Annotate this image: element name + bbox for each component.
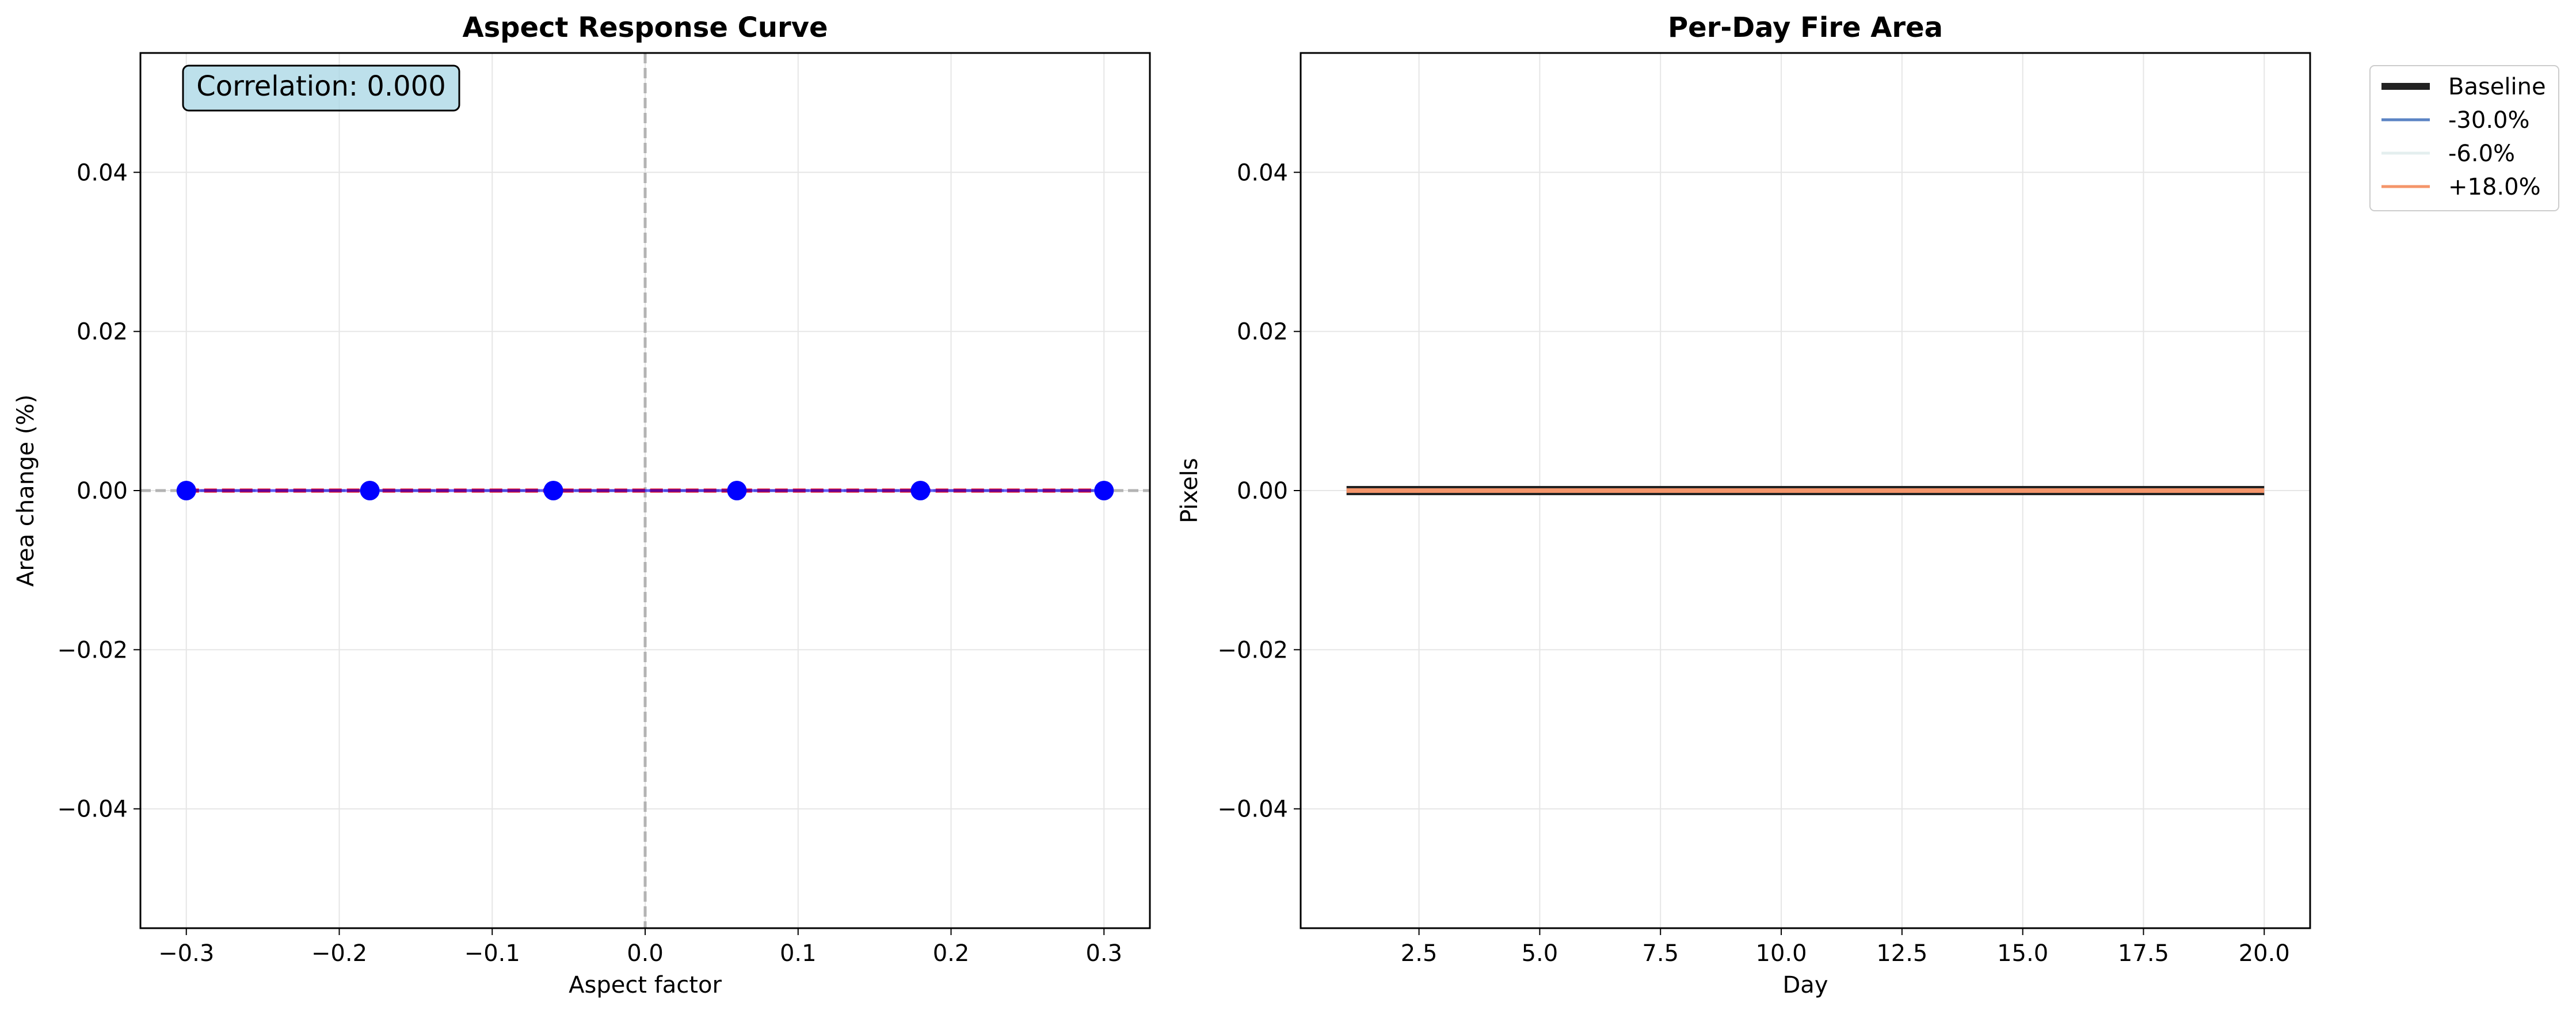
legend-label: -30.0% <box>2448 107 2530 134</box>
data-point <box>176 481 196 500</box>
x-tick-label: 10.0 <box>1756 940 1807 967</box>
legend-label: Baseline <box>2448 74 2546 100</box>
x-tick-label: 0.1 <box>780 940 817 967</box>
y-tick-label: 0.04 <box>1237 159 1288 186</box>
x-tick-label: −0.1 <box>464 940 520 967</box>
data-point <box>1094 481 1114 500</box>
correlation-annotation-box <box>182 64 460 112</box>
legend-label: -6.0% <box>2448 140 2515 167</box>
per-day-fire-area-panel: 2.5 5.0 7.5 10.0 12.5 15.0 17.5 20.0 −0.04 −0.02 0… <box>1176 12 2311 998</box>
data-point <box>910 481 931 500</box>
y-tick-label: −0.02 <box>1217 637 1288 663</box>
y-tick-label: −0.04 <box>1217 796 1288 823</box>
correlation-annotation: Correlation: 0.000 <box>196 70 446 102</box>
data-point <box>543 481 563 500</box>
x-tick-label: −0.3 <box>158 940 214 967</box>
y-tick-label: 0.02 <box>1237 319 1288 345</box>
x-tick-label: 5.0 <box>1522 940 1558 967</box>
x-tick-label: 7.5 <box>1642 940 1679 967</box>
plot-frame <box>1300 52 2311 929</box>
legend-frame <box>2369 65 2559 211</box>
y-tick-label: 0.00 <box>1237 478 1288 504</box>
y-tick-label: 0.00 <box>77 478 128 504</box>
y-axis-label: Area change (%) <box>13 394 39 587</box>
x-axis-label: Aspect factor <box>569 972 722 998</box>
x-tick-label: 0.3 <box>1085 940 1122 967</box>
aspect-response-panel: −0.3 −0.2 −0.1 0.0 0.1 0.2 0.3 −0.04 −0.02 0.00 0.… <box>13 12 1151 998</box>
y-tick-label: −0.02 <box>57 637 128 663</box>
x-tick-label: 0.0 <box>627 940 664 967</box>
y-axis-label: Pixels <box>1176 458 1203 523</box>
legend: Baseline -30.0% -6.0% +18.0% <box>2369 65 2559 211</box>
legend-label: +18.0% <box>2448 174 2541 200</box>
x-tick-label: 2.5 <box>1401 940 1438 967</box>
x-tick-label: 20.0 <box>2239 940 2290 967</box>
data-point <box>727 481 747 500</box>
y-tick-label: 0.04 <box>77 159 128 186</box>
x-tick-label: 12.5 <box>1876 940 1927 967</box>
chart-title: Per-Day Fire Area <box>1668 12 1943 44</box>
x-tick-label: 15.0 <box>1997 940 2048 967</box>
plot-frame <box>139 52 1151 929</box>
data-point <box>360 481 380 500</box>
x-axis-label: Day <box>1783 972 1828 998</box>
x-tick-label: 17.5 <box>2118 940 2169 967</box>
y-tick-label: 0.02 <box>77 319 128 345</box>
x-tick-label: 0.2 <box>933 940 970 967</box>
y-tick-label: −0.04 <box>57 796 128 823</box>
chart-title: Aspect Response Curve <box>462 12 828 44</box>
x-tick-label: −0.2 <box>311 940 367 967</box>
